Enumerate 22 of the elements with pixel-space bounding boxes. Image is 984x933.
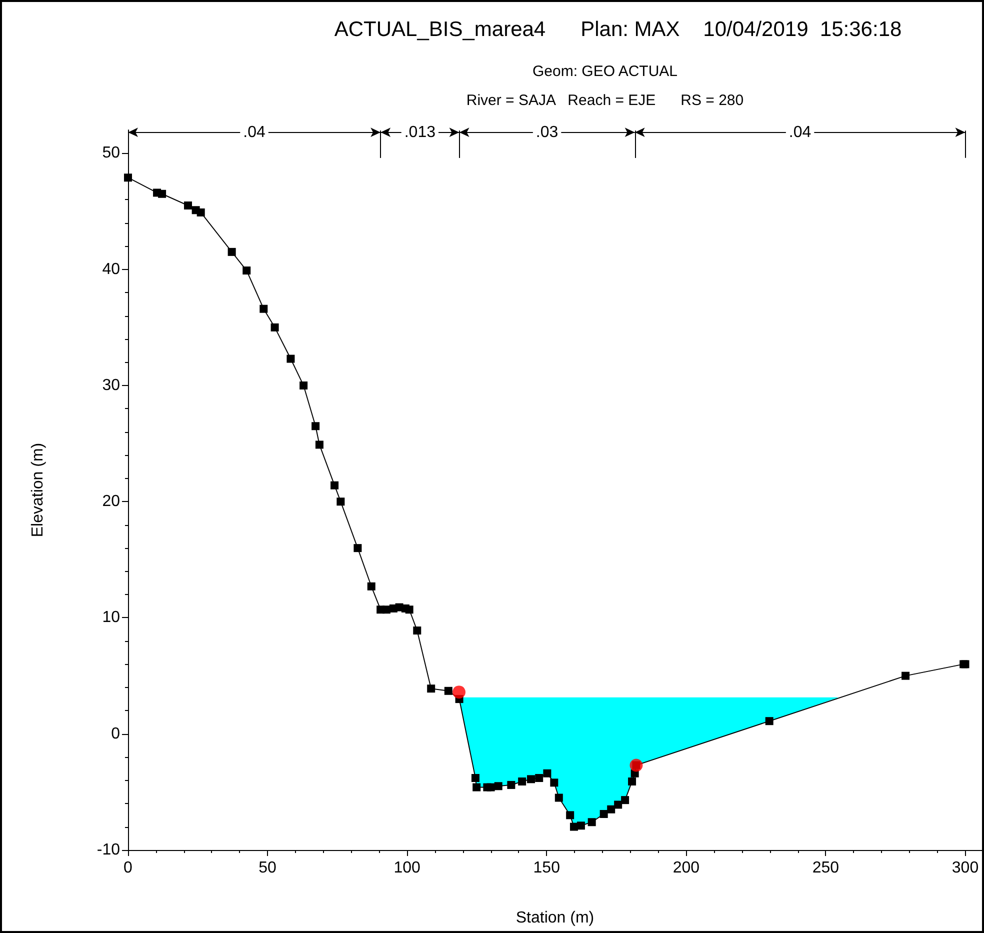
y-tick-label: 50 — [102, 144, 120, 162]
x-tick-label: 200 — [672, 860, 700, 876]
annotation: .04 — [788, 124, 812, 141]
x-tick-label: 100 — [394, 860, 421, 876]
x-tick-label: 250 — [812, 860, 840, 876]
y-tick-label: 30 — [102, 376, 120, 394]
x-tick-label: 150 — [533, 860, 560, 876]
x-tick-label: 0 — [124, 860, 133, 876]
chart-title: ACTUAL_BIS_marea4 Plan: MAX 10/04/2019 15:36:18 — [334, 18, 902, 41]
x-axis-title: Station (m) — [516, 910, 594, 926]
annotation: .04 — [243, 124, 266, 141]
y-axis-title: Elevation (m) — [30, 442, 46, 538]
y-tick-label: 40 — [102, 260, 120, 278]
chart-subtitle: Geom: GEO ACTUAL River = SAJA Reach = EJE RS = 280 — [466, 63, 744, 109]
annotation: .03 — [536, 124, 558, 141]
y-tick-label: -10 — [96, 842, 120, 858]
y-tick-label: 20 — [102, 493, 120, 510]
y-tick-label: 10 — [102, 609, 120, 626]
annotation: .013 — [404, 124, 436, 141]
x-tick-label: 300 — [952, 860, 979, 876]
y-tick-label: 0 — [111, 725, 120, 742]
x-tick-label: 50 — [258, 860, 277, 876]
